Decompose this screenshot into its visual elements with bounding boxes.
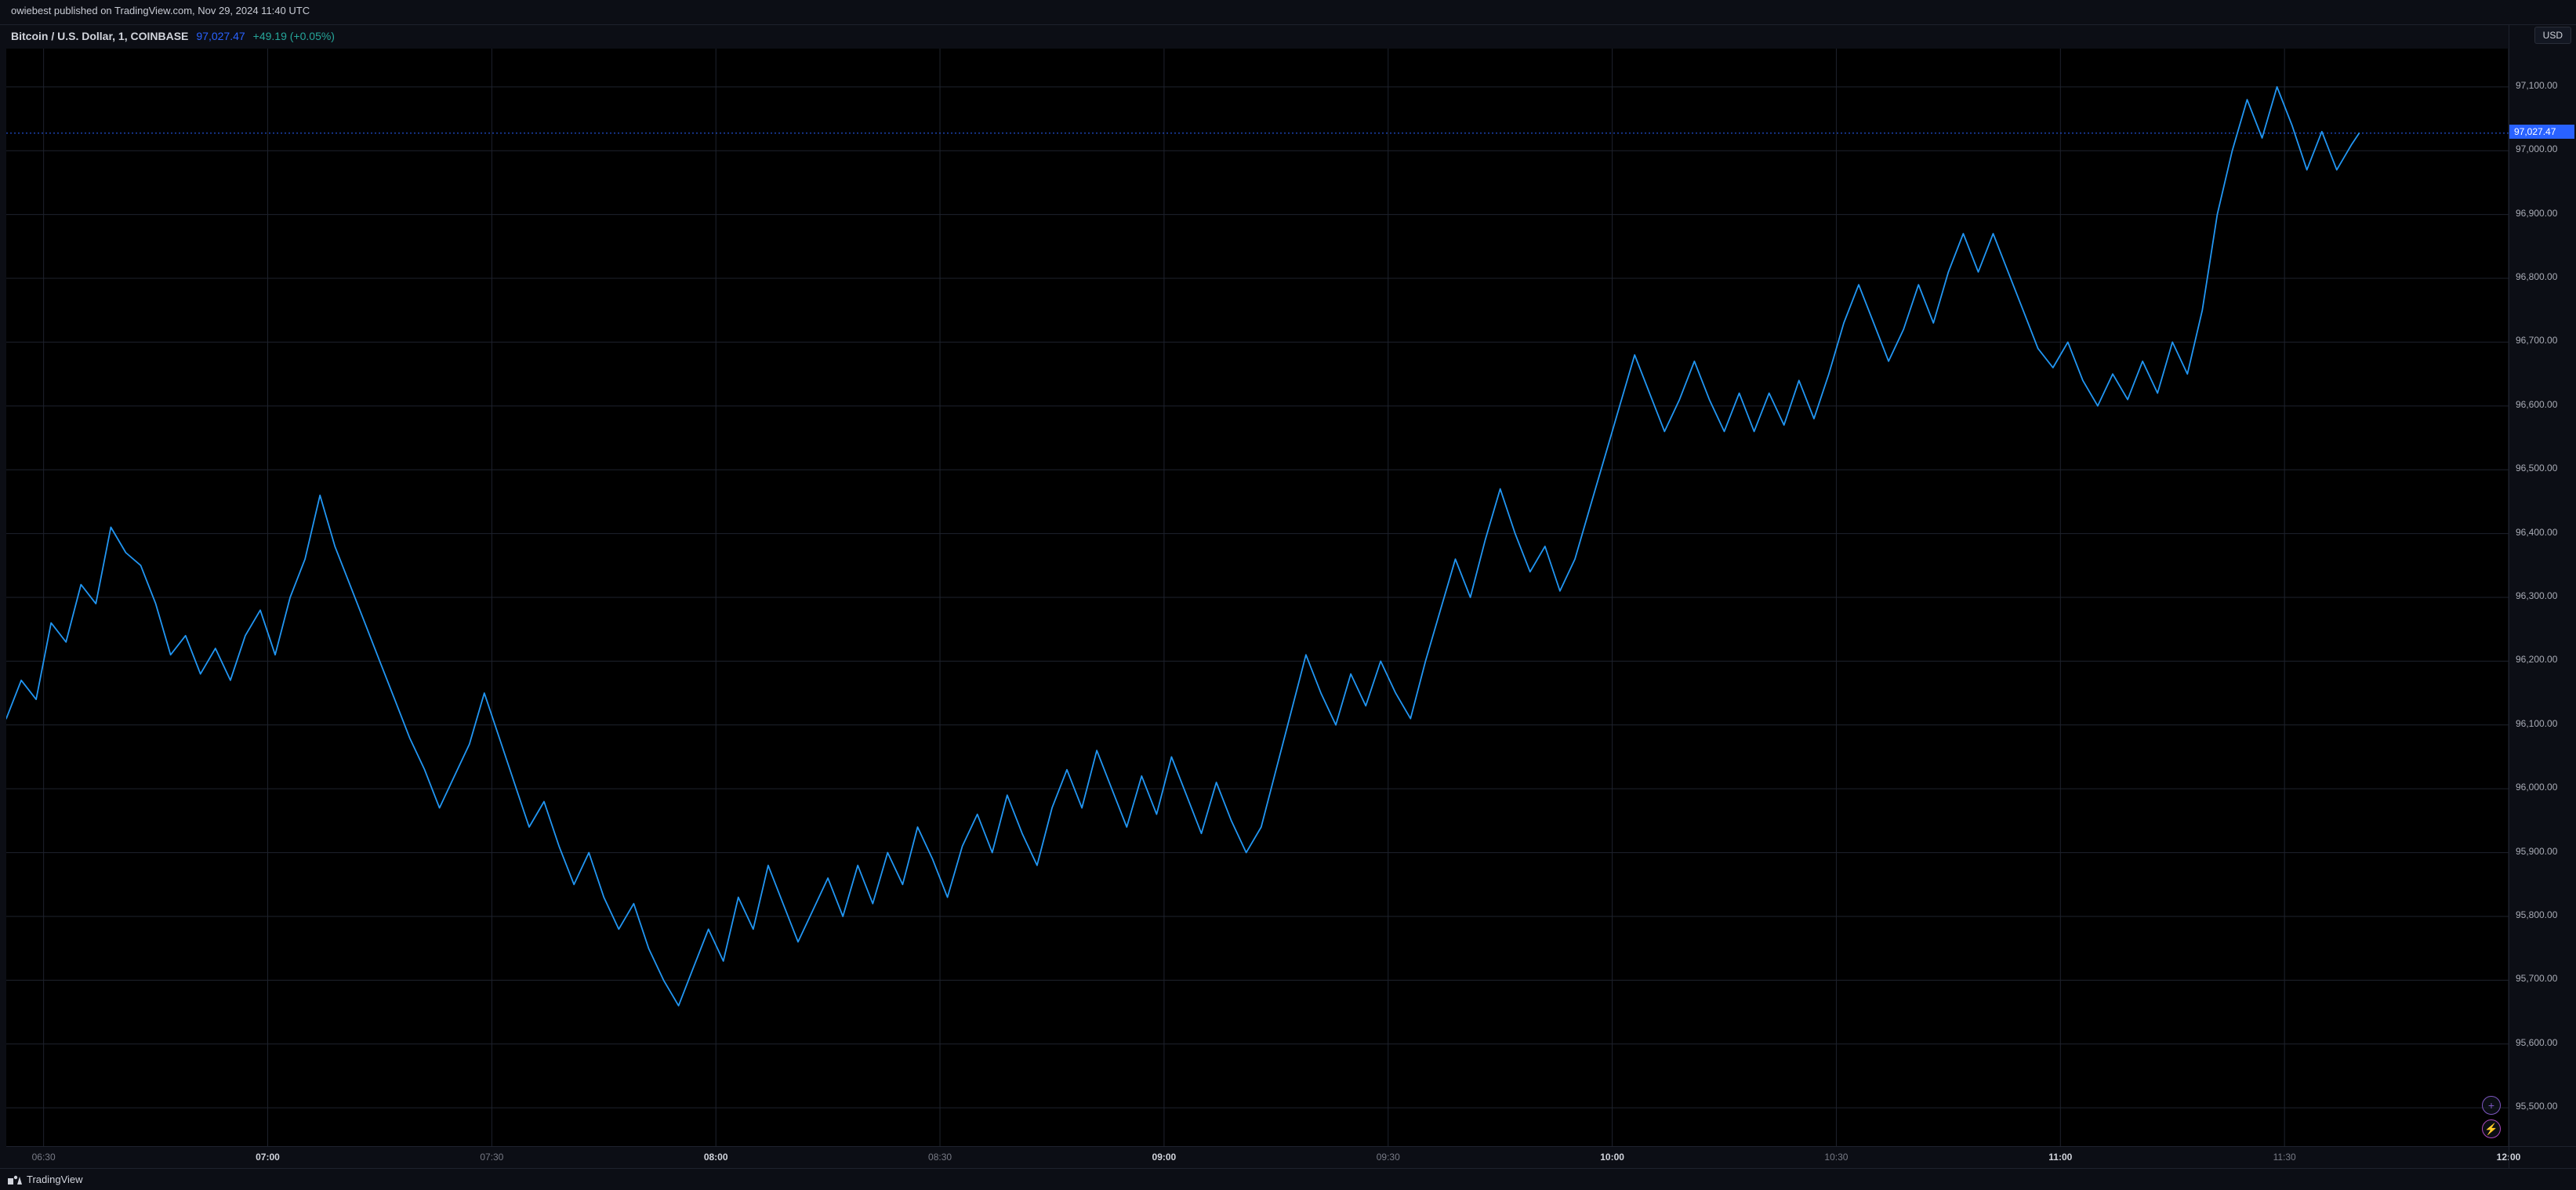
price-tick: 96,600.00 xyxy=(2516,399,2557,410)
time-tick: 10:30 xyxy=(1824,1152,1848,1163)
time-tick: 11:00 xyxy=(2048,1152,2072,1163)
price-tick: 95,700.00 xyxy=(2516,973,2557,984)
time-tick: 08:30 xyxy=(928,1152,952,1163)
time-tick: 09:00 xyxy=(1152,1152,1177,1163)
currency-badge[interactable]: USD xyxy=(2534,27,2571,44)
bolt-icon: ⚡ xyxy=(2484,1123,2498,1136)
time-tick: 10:00 xyxy=(1600,1152,1624,1163)
time-tick: 08:00 xyxy=(704,1152,728,1163)
price-tick: 96,300.00 xyxy=(2516,590,2557,601)
time-tick: 06:30 xyxy=(32,1152,56,1163)
add-indicator-button[interactable]: + xyxy=(2482,1096,2501,1115)
price-tick: 95,800.00 xyxy=(2516,909,2557,920)
tradingview-logo-icon xyxy=(8,1174,22,1185)
footer-brand[interactable]: TradingView xyxy=(27,1174,83,1185)
chart-plot[interactable]: + ⚡ xyxy=(6,49,2509,1146)
price-change: +49.19 (+0.05%) xyxy=(253,30,335,42)
main-area: Bitcoin / U.S. Dollar, 1, COINBASE 97,02… xyxy=(0,25,2576,1168)
app-root: owiebest published on TradingView.com, N… xyxy=(0,0,2576,1190)
time-tick: 09:30 xyxy=(1377,1152,1400,1163)
price-tick: 97,000.00 xyxy=(2516,143,2557,154)
price-axis[interactable]: USD 97,100.00 97,000.00 96,900.00 96,800.00… xyxy=(2509,25,2576,1168)
price-tick: 96,500.00 xyxy=(2516,463,2557,473)
price-tick: 95,500.00 xyxy=(2516,1101,2557,1112)
price-tick: 96,400.00 xyxy=(2516,527,2557,538)
price-tick: 96,700.00 xyxy=(2516,335,2557,346)
time-tick: 11:30 xyxy=(2273,1152,2296,1163)
last-price: 97,027.47 xyxy=(196,30,245,42)
footer: TradingView xyxy=(0,1168,2576,1190)
price-axis-labels: 97,100.00 97,000.00 96,900.00 96,800.00 96,7… xyxy=(2509,47,2576,1146)
price-tick: 97,100.00 xyxy=(2516,80,2557,91)
time-axis[interactable]: 06:30 07:00 07:30 08:00 08:30 09:00 09:30 10:00… xyxy=(6,1146,2509,1168)
chart-svg xyxy=(6,49,2509,1146)
price-tick: 96,900.00 xyxy=(2516,208,2557,219)
publish-banner: owiebest published on TradingView.com, N… xyxy=(0,0,2576,25)
price-axis-footer xyxy=(2509,1146,2576,1168)
plus-icon: + xyxy=(2488,1099,2494,1112)
price-tick: 96,000.00 xyxy=(2516,782,2557,793)
publish-banner-text: owiebest published on TradingView.com, N… xyxy=(11,5,310,16)
flash-button[interactable]: ⚡ xyxy=(2482,1119,2501,1138)
symbol-label[interactable]: Bitcoin / U.S. Dollar, 1, COINBASE xyxy=(11,30,188,42)
chart-header: Bitcoin / U.S. Dollar, 1, COINBASE 97,02… xyxy=(0,25,2509,45)
price-tick: 96,100.00 xyxy=(2516,718,2557,729)
chart-column: Bitcoin / U.S. Dollar, 1, COINBASE 97,02… xyxy=(0,25,2509,1168)
chart-corner-buttons: + ⚡ xyxy=(2482,1096,2501,1138)
time-tick: 07:00 xyxy=(256,1152,280,1163)
price-tick: 95,900.00 xyxy=(2516,846,2557,857)
time-tick: 07:30 xyxy=(480,1152,503,1163)
price-tick: 96,800.00 xyxy=(2516,271,2557,282)
current-price-badge: 97,027.47 xyxy=(2509,125,2574,139)
price-tick: 96,200.00 xyxy=(2516,654,2557,665)
price-tick: 95,600.00 xyxy=(2516,1037,2557,1048)
